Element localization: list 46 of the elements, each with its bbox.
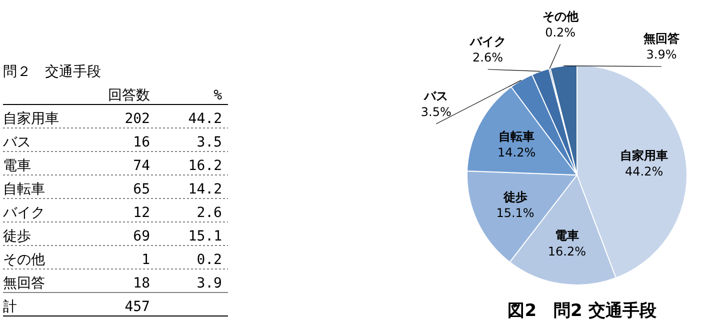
data-label: 2.6 <box>196 205 222 221</box>
data-label: 3.5 <box>196 134 222 150</box>
category-label: 自家用車 <box>3 111 59 127</box>
category-label: 自転車 <box>3 182 45 198</box>
data-label: 457 <box>124 299 150 315</box>
slice-label: 電車 <box>554 228 579 242</box>
data-label: 14.2% <box>498 145 536 160</box>
text: 図2 問2 交通手段 <box>508 301 658 321</box>
data-label: 3.9% <box>646 48 677 62</box>
data-label: 69 <box>133 228 150 244</box>
category-label: バス <box>2 134 31 150</box>
data-label: 65 <box>133 182 150 198</box>
data-label: 44.2% <box>625 164 664 179</box>
data-label: 202 <box>124 111 150 127</box>
data-label: 15.1% <box>496 206 534 220</box>
slice-label: 徒歩 <box>502 190 528 204</box>
data-label: 3.5% <box>420 104 452 119</box>
data-label: 1 <box>142 252 150 268</box>
data-label: 16.2 <box>188 158 222 174</box>
data-label: 12 <box>133 205 150 221</box>
data-label: 2.6% <box>472 50 504 64</box>
data-label: 74 <box>133 158 150 174</box>
slice-label: その他 <box>542 9 580 24</box>
data-label: 16 <box>133 134 150 150</box>
slice-label: バイク <box>468 34 506 48</box>
slice-label: 自家用車 <box>620 148 668 163</box>
data-label: 3.9 <box>196 276 222 292</box>
slice-label: バス <box>423 88 448 103</box>
category-label: 電車 <box>3 158 31 174</box>
data-label: 16.2% <box>548 244 586 258</box>
data-label: 44.2 <box>188 111 222 127</box>
category-label: その他 <box>3 252 45 268</box>
category-label: バイク <box>2 205 45 221</box>
slice-label: 自転車 <box>498 129 535 144</box>
slice-label: 無回答 <box>642 32 681 46</box>
text: 問２ 交通手段 <box>3 64 101 80</box>
text: 回答数 <box>108 88 150 104</box>
data-label: 0.2% <box>545 25 576 40</box>
category-label: 計 <box>3 299 17 315</box>
category-label: 徒歩 <box>3 228 31 244</box>
data-label: 18 <box>133 276 150 292</box>
data-label: 15.1 <box>188 228 222 244</box>
category-label: 無回答 <box>3 276 45 292</box>
text: % <box>214 88 223 104</box>
data-label: 0.2 <box>196 252 222 268</box>
data-label: 14.2 <box>188 182 222 198</box>
